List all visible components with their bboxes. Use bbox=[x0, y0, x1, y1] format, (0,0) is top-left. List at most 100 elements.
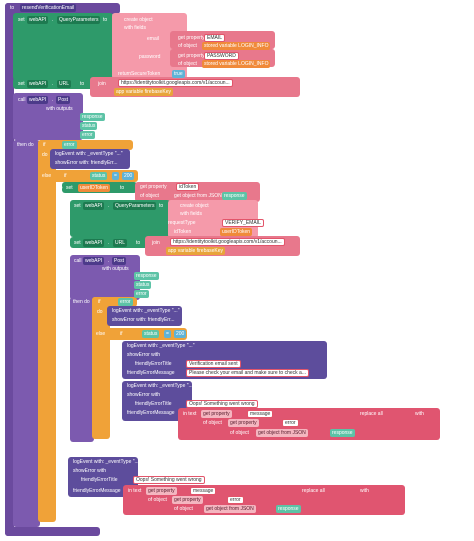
block-label: get object from JSON bbox=[256, 429, 308, 437]
block-label: QueryParameters bbox=[113, 202, 157, 210]
block-label: true bbox=[172, 70, 185, 78]
block-label: showError with: friendlyErr... bbox=[112, 317, 175, 323]
block-label: showError with: friendlyErr... bbox=[55, 160, 118, 166]
block-label: logEvent with: _eventType "..." bbox=[127, 383, 195, 389]
block-label: logEvent with: _eventType "..." bbox=[127, 343, 195, 349]
block-label: set bbox=[18, 81, 25, 87]
block-label: response bbox=[276, 505, 301, 513]
block-label: = bbox=[164, 330, 171, 338]
block-label: of object bbox=[174, 506, 193, 512]
block-label: PASSWORD bbox=[204, 52, 239, 60]
block-label: get property bbox=[201, 410, 232, 418]
block-shape bbox=[13, 13, 113, 80]
block-label: Oops! Something went wrong bbox=[133, 476, 205, 484]
block-label: to bbox=[120, 185, 125, 191]
block-label: friendlyErrorTitle bbox=[81, 477, 118, 483]
block-label: join bbox=[152, 240, 160, 246]
block-label: webAPI bbox=[27, 96, 49, 104]
block-label: response bbox=[330, 429, 355, 437]
block-label: friendlyErrorTitle bbox=[135, 401, 172, 407]
block-label: Verification email sent bbox=[186, 360, 241, 368]
block-label: webAPI bbox=[27, 16, 49, 24]
block-label: Post bbox=[56, 96, 71, 104]
block-label: error bbox=[62, 141, 77, 149]
block-label: set bbox=[74, 240, 81, 246]
block-label: logEvent with: _eventType "..." bbox=[55, 151, 123, 157]
block-label: do bbox=[42, 152, 48, 158]
block-label: then do bbox=[17, 142, 34, 148]
block-label: returnSecureToken bbox=[118, 71, 161, 77]
block-shape bbox=[92, 328, 187, 340]
block-label: friendlyErrorMessage bbox=[127, 410, 175, 416]
block-label: if bbox=[120, 331, 123, 337]
block-label: idToken bbox=[174, 229, 192, 235]
block-label: call bbox=[74, 258, 82, 264]
block-label: in text bbox=[128, 488, 142, 494]
block-label: get property bbox=[172, 496, 203, 504]
block-label: to bbox=[159, 203, 164, 209]
block-label: userIDToken bbox=[78, 184, 111, 192]
block-label: create object bbox=[180, 203, 209, 209]
block-label: QueryParameters bbox=[57, 16, 101, 24]
block-label: webAPI bbox=[83, 257, 105, 265]
block-label: . bbox=[52, 81, 54, 87]
block-label: message bbox=[190, 487, 217, 495]
block-label: do bbox=[112, 344, 118, 350]
block-shape bbox=[70, 255, 140, 300]
block-shape bbox=[38, 140, 133, 150]
block-label: status bbox=[80, 122, 98, 130]
block-label: URL bbox=[57, 80, 72, 88]
block-label: get object from JSON bbox=[204, 505, 256, 513]
block-label: app variable firebaseKey bbox=[114, 88, 174, 96]
block-label: join bbox=[98, 81, 106, 87]
block-label: set bbox=[74, 203, 81, 209]
block-label: logEvent with: _eventType "..." bbox=[112, 308, 180, 314]
block-label: URL bbox=[113, 239, 128, 247]
block-label: VERIFY_EMAIL bbox=[222, 219, 264, 227]
block-label: error bbox=[227, 496, 244, 504]
block-label: else bbox=[42, 173, 52, 179]
block-label: create object bbox=[124, 17, 153, 23]
block-shape bbox=[38, 140, 56, 522]
block-label: . bbox=[108, 258, 110, 264]
block-label: 200 bbox=[174, 330, 187, 338]
block-label: message bbox=[247, 410, 274, 418]
block-shape bbox=[70, 297, 94, 442]
block-label: Please check your email and make sure to… bbox=[186, 369, 310, 377]
block-label: = bbox=[112, 172, 119, 180]
block-label: error bbox=[134, 290, 149, 298]
block-label: status bbox=[142, 330, 160, 338]
block-label: of object bbox=[140, 193, 159, 199]
block-label: 200 bbox=[122, 172, 135, 180]
block-label: with outputs bbox=[46, 106, 73, 112]
block-label: set bbox=[66, 185, 73, 191]
block-label: to bbox=[10, 5, 15, 11]
block-label: with bbox=[360, 488, 369, 494]
block-label: with fields bbox=[124, 25, 146, 31]
block-shape bbox=[92, 297, 137, 307]
block-label: of object bbox=[148, 497, 167, 503]
block-label: get object from JSON bbox=[174, 193, 222, 199]
block-label: showError with bbox=[73, 468, 107, 474]
block-shape bbox=[5, 3, 14, 536]
block-label: error bbox=[80, 131, 95, 139]
block-label: . bbox=[108, 203, 110, 209]
block-label: of object bbox=[203, 420, 222, 426]
block-label: friendlyErrorMessage bbox=[73, 488, 121, 494]
block-label: stored variable LOGIN_INFO bbox=[202, 42, 271, 50]
block-label: stored variable LOGIN_INFO bbox=[202, 60, 271, 68]
block-label: friendlyErrorMessage bbox=[127, 370, 175, 376]
block-label: do bbox=[97, 309, 103, 315]
block-label: if bbox=[64, 173, 67, 179]
block-shape bbox=[107, 306, 182, 326]
block-label: Oops! Something went wrong bbox=[186, 400, 258, 408]
block-label: else bbox=[112, 384, 122, 390]
block-label: error bbox=[118, 298, 133, 306]
block-label: get property bbox=[178, 53, 205, 59]
block-label: with outputs bbox=[102, 266, 129, 272]
block-label: to bbox=[136, 240, 141, 246]
block-label: resendVerificationEmail bbox=[20, 4, 77, 12]
block-label: webAPI bbox=[83, 202, 105, 210]
block-label: EMAIL bbox=[204, 34, 226, 42]
